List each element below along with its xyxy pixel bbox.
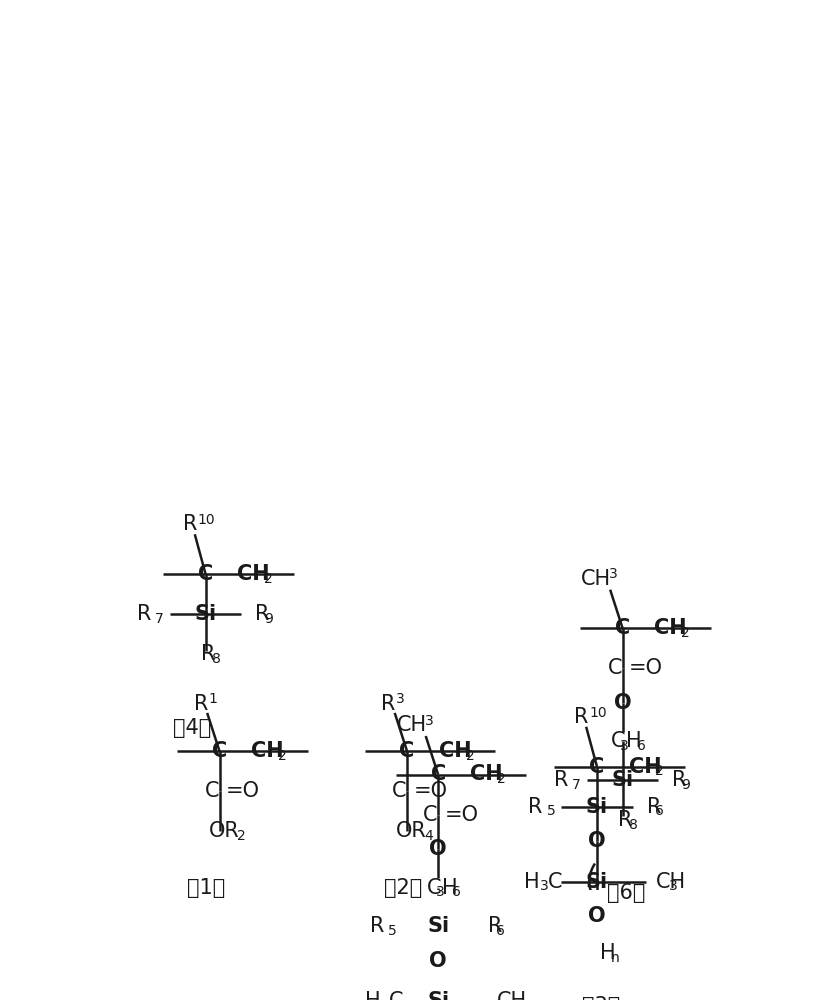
Text: 3: 3 — [382, 998, 390, 1000]
Text: 9: 9 — [263, 612, 273, 626]
Text: R: R — [529, 797, 543, 817]
Text: R: R — [618, 810, 633, 830]
Text: C: C — [423, 805, 438, 825]
Text: 8: 8 — [211, 652, 221, 666]
Text: C: C — [615, 618, 630, 638]
Text: C: C — [611, 731, 625, 751]
Text: R: R — [137, 604, 151, 624]
Text: Si: Si — [586, 797, 608, 817]
Text: CH: CH — [237, 564, 270, 584]
Text: 2: 2 — [681, 626, 690, 640]
Text: OR: OR — [396, 821, 427, 841]
Text: R: R — [255, 604, 269, 624]
Text: Si: Si — [586, 872, 608, 892]
Text: CH: CH — [397, 715, 427, 735]
Text: （3）: （3） — [581, 996, 620, 1000]
Text: R: R — [487, 916, 502, 936]
Text: R: R — [672, 770, 686, 790]
Text: =O: =O — [414, 781, 447, 801]
Text: 10: 10 — [589, 706, 607, 720]
Text: H: H — [600, 943, 616, 963]
Text: =O: =O — [445, 805, 478, 825]
Text: 7: 7 — [155, 612, 164, 626]
Text: 6: 6 — [655, 804, 664, 818]
Text: C: C — [212, 741, 227, 761]
Text: 10: 10 — [198, 513, 216, 527]
Text: =O: =O — [226, 781, 260, 801]
Text: R: R — [575, 707, 589, 727]
Text: C: C — [392, 781, 407, 801]
Text: 2: 2 — [655, 764, 664, 778]
Text: 5: 5 — [388, 924, 397, 938]
Text: O: O — [588, 906, 606, 926]
Text: 3: 3 — [609, 567, 618, 581]
Text: OR: OR — [209, 821, 239, 841]
Text: 3: 3 — [425, 714, 434, 728]
Text: R: R — [554, 770, 568, 790]
Text: C: C — [388, 991, 403, 1000]
Text: CH: CH — [581, 569, 612, 589]
Text: 4: 4 — [425, 829, 433, 843]
Text: Si: Si — [612, 770, 633, 790]
Text: Si: Si — [427, 916, 449, 936]
Text: O: O — [430, 839, 447, 859]
Text: R: R — [194, 694, 208, 714]
Text: R: R — [201, 644, 216, 664]
Text: 3: 3 — [510, 998, 519, 1000]
Text: 2: 2 — [237, 829, 245, 843]
Text: 3: 3 — [396, 692, 405, 706]
Text: 1: 1 — [209, 692, 217, 706]
Text: O: O — [588, 831, 606, 851]
Text: C: C — [430, 764, 446, 784]
Text: 6: 6 — [496, 924, 505, 938]
Text: =O: =O — [628, 658, 663, 678]
Text: R: R — [647, 797, 661, 817]
Text: （1）: （1） — [186, 878, 225, 898]
Text: 3: 3 — [669, 879, 678, 893]
Text: 8: 8 — [628, 818, 638, 832]
Text: 9: 9 — [680, 778, 690, 792]
Text: C: C — [205, 781, 219, 801]
Text: CH: CH — [656, 872, 686, 892]
Text: O: O — [614, 693, 632, 713]
Text: CH: CH — [628, 757, 661, 777]
Text: 2: 2 — [264, 572, 273, 586]
Text: （2）: （2） — [384, 878, 422, 898]
Text: （6）: （6） — [607, 883, 646, 903]
Text: 6: 6 — [637, 739, 645, 753]
Text: 3: 3 — [620, 739, 629, 753]
Text: CH: CH — [497, 991, 527, 1000]
Text: C: C — [589, 757, 605, 777]
Text: 3: 3 — [540, 879, 550, 893]
Text: CH: CH — [654, 618, 687, 638]
Text: n: n — [611, 951, 620, 965]
Text: R: R — [369, 916, 384, 936]
Text: C: C — [198, 564, 213, 584]
Text: 2: 2 — [466, 749, 474, 763]
Text: R: R — [382, 694, 396, 714]
Text: C: C — [399, 741, 414, 761]
Text: H: H — [524, 872, 539, 892]
Text: 2: 2 — [278, 749, 287, 763]
Text: C: C — [547, 872, 562, 892]
Text: Si: Si — [427, 991, 449, 1000]
Text: H: H — [627, 731, 642, 751]
Text: 7: 7 — [572, 778, 581, 792]
Text: 5: 5 — [547, 804, 555, 818]
Text: （4）: （4） — [173, 718, 211, 738]
Text: 3: 3 — [435, 885, 445, 899]
Text: R: R — [183, 514, 197, 534]
Text: 6: 6 — [452, 885, 461, 899]
Text: Si: Si — [195, 604, 216, 624]
Text: CH: CH — [470, 764, 503, 784]
Text: H: H — [442, 878, 457, 898]
Text: 2: 2 — [497, 772, 505, 786]
Text: CH: CH — [252, 741, 284, 761]
Text: CH: CH — [439, 741, 472, 761]
Text: C: C — [426, 878, 441, 898]
Text: O: O — [430, 951, 447, 971]
Text: H: H — [365, 991, 381, 1000]
Text: C: C — [607, 658, 622, 678]
